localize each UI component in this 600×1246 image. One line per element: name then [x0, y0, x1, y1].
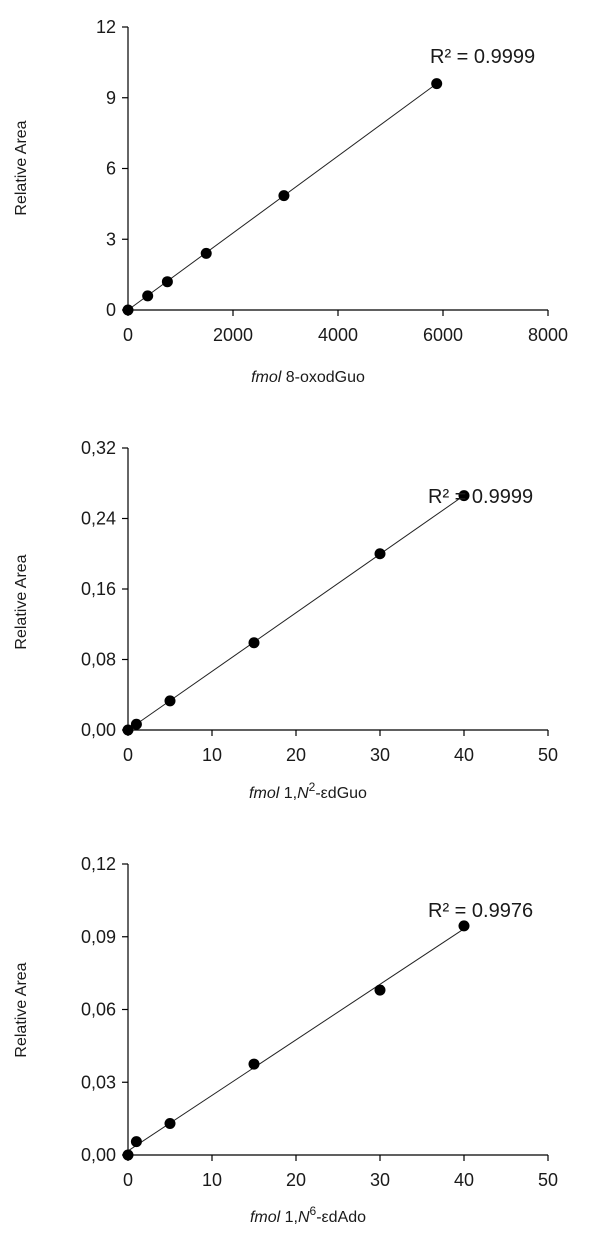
y-tick-label: 0,24 — [81, 509, 116, 529]
data-point — [142, 290, 154, 302]
x-tick-label: 30 — [370, 1170, 390, 1190]
y-tick-label: 0 — [106, 300, 116, 320]
data-point — [248, 1058, 260, 1070]
data-point — [164, 695, 176, 707]
x-axis-title-n: N — [298, 1209, 310, 1226]
data-point — [122, 1149, 134, 1161]
x-tick-label: 40 — [454, 745, 474, 765]
data-point — [374, 548, 386, 560]
x-tick-label: 6000 — [423, 325, 463, 345]
x-axis-title-suffix: -εdGuo — [315, 785, 367, 802]
r-squared-label: R² = 0.9999 — [430, 46, 535, 68]
y-tick-label: 9 — [106, 88, 116, 108]
x-tick-label: 10 — [202, 745, 222, 765]
y-tick-label: 0,32 — [81, 438, 116, 458]
y-tick-label: 12 — [96, 17, 116, 37]
data-point — [431, 78, 443, 90]
x-tick-label: 10 — [202, 1170, 222, 1190]
y-tick-label: 0,03 — [81, 1072, 116, 1092]
x-axis-title-unit: fmol — [250, 1209, 281, 1226]
data-point — [161, 276, 173, 288]
x-axis-title-suffix: -εdAdo — [316, 1209, 366, 1226]
x-axis-title-text: 8-oxodGuo — [281, 369, 365, 386]
x-tick-label: 50 — [538, 745, 558, 765]
chart-edguo: 0,00 0,08 0,16 0,24 0,32 0 10 20 30 40 50 R² = 0.99… — [13, 438, 558, 802]
x-axis-title-unit: fmol — [249, 785, 280, 802]
y-tick-label: 3 — [106, 229, 116, 249]
data-point — [164, 1117, 176, 1129]
x-tick-label: 30 — [370, 745, 390, 765]
x-tick-label: 0 — [123, 745, 133, 765]
x-tick-label: 8000 — [528, 325, 568, 345]
data-point — [130, 1136, 142, 1148]
x-tick-label: 4000 — [318, 325, 358, 345]
x-axis-title: fmol 1,N2-εdGuo — [249, 780, 367, 802]
y-tick-label: 0,06 — [81, 1000, 116, 1020]
data-point — [458, 920, 470, 932]
data-point — [122, 304, 134, 316]
x-axis-title-sup: 6 — [310, 1204, 317, 1218]
trend-line — [127, 495, 465, 731]
x-tick-label: 20 — [286, 1170, 306, 1190]
x-axis-title-sup: 2 — [309, 780, 316, 794]
data-point — [200, 247, 212, 259]
y-tick-label: 0,00 — [81, 1145, 116, 1165]
data-point — [278, 190, 290, 202]
x-tick-label: 0 — [123, 1170, 133, 1190]
x-axis-title-text: 1, — [280, 1209, 298, 1226]
r-squared-label: R² = 0.9976 — [428, 900, 533, 922]
x-tick-label: 40 — [454, 1170, 474, 1190]
x-tick-label: 2000 — [213, 325, 253, 345]
x-tick-label: 20 — [286, 745, 306, 765]
y-tick-label: 0,12 — [81, 854, 116, 874]
y-axis-title: Relative Area — [13, 554, 30, 649]
trend-line — [127, 928, 465, 1152]
data-point — [248, 637, 260, 649]
x-axis-title-text: 1, — [279, 785, 297, 802]
y-tick-label: 0,00 — [81, 720, 116, 740]
y-tick-label: 6 — [106, 159, 116, 179]
x-tick-label: 50 — [538, 1170, 558, 1190]
data-point — [458, 490, 470, 502]
chart-edado: 0,00 0,03 0,06 0,09 0,12 0 10 20 30 40 50 R² = 0.99… — [13, 854, 558, 1226]
data-point — [130, 718, 142, 730]
y-tick-label: 0,09 — [81, 927, 116, 947]
y-tick-label: 0,16 — [81, 579, 116, 599]
y-tick-label: 0,08 — [81, 650, 116, 670]
y-axis-title: Relative Area — [13, 962, 30, 1057]
chart-8-oxodguo: 0 3 6 9 12 0 2000 4000 6000 8000 R² = 0.9999 Relati… — [13, 17, 568, 386]
x-axis-title-unit: fmol — [251, 369, 282, 386]
y-axis-title: Relative Area — [13, 120, 30, 215]
data-point — [122, 724, 134, 736]
x-axis-title-n: N — [297, 785, 309, 802]
data-point — [374, 984, 386, 996]
x-tick-label: 0 — [123, 325, 133, 345]
x-axis-title: fmol 1,N6-εdAdo — [250, 1204, 366, 1226]
x-axis-title: fmol 8-oxodGuo — [251, 369, 365, 386]
r-squared-label: R² = 0.9999 — [428, 486, 533, 508]
